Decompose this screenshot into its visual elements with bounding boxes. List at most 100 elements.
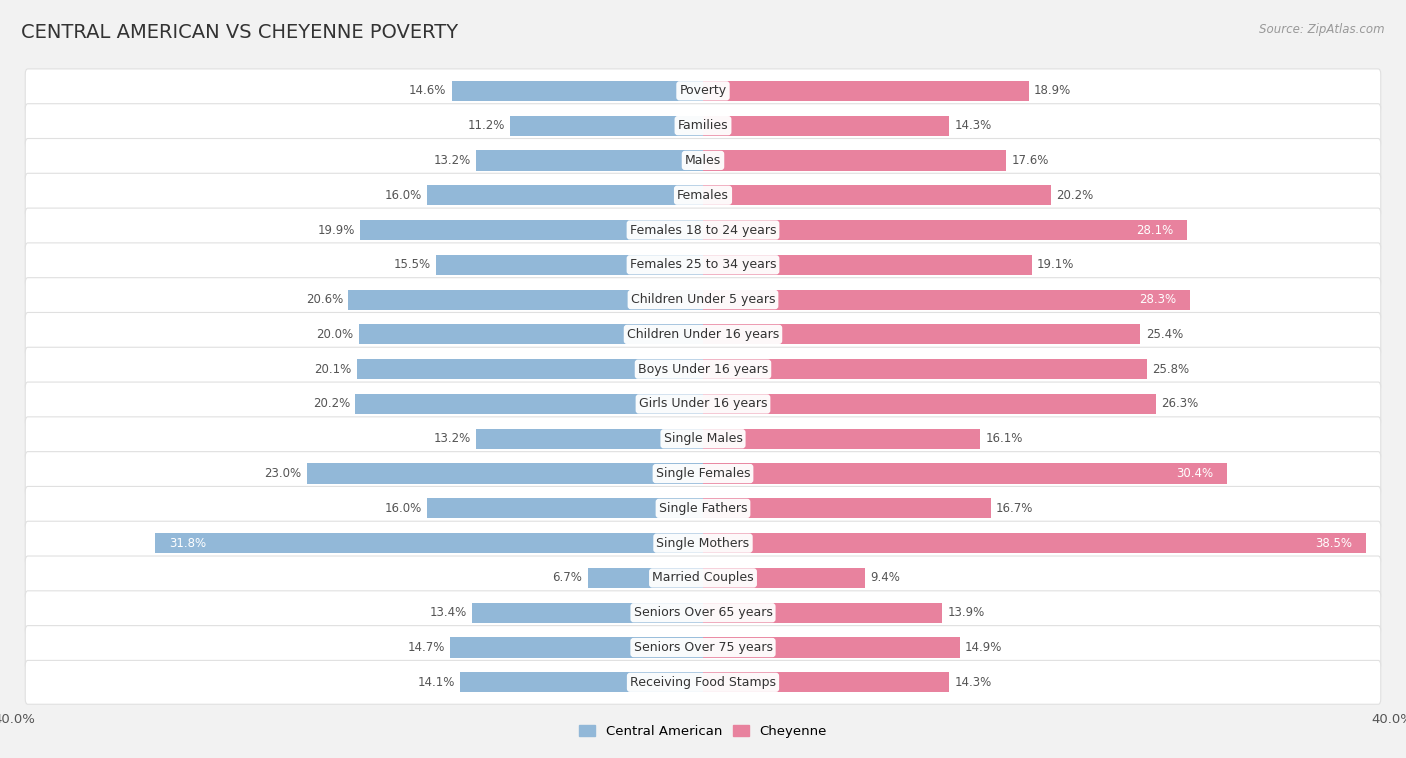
FancyBboxPatch shape: [25, 174, 1381, 217]
Bar: [349, 290, 703, 310]
Text: Males: Males: [685, 154, 721, 167]
FancyBboxPatch shape: [25, 347, 1381, 391]
FancyBboxPatch shape: [25, 590, 1381, 634]
Bar: [357, 359, 703, 379]
Text: 16.0%: 16.0%: [385, 189, 422, 202]
Bar: [703, 463, 1226, 484]
FancyBboxPatch shape: [25, 487, 1381, 531]
Text: 19.1%: 19.1%: [1038, 258, 1074, 271]
Text: 9.4%: 9.4%: [870, 572, 900, 584]
Bar: [703, 220, 1187, 240]
Bar: [307, 463, 703, 484]
Bar: [359, 324, 703, 344]
Bar: [703, 637, 960, 658]
FancyBboxPatch shape: [25, 417, 1381, 461]
FancyBboxPatch shape: [25, 382, 1381, 426]
Bar: [703, 498, 991, 518]
FancyBboxPatch shape: [25, 69, 1381, 113]
Bar: [427, 185, 703, 205]
FancyBboxPatch shape: [25, 312, 1381, 356]
Bar: [450, 637, 703, 658]
Text: Families: Families: [678, 119, 728, 132]
Text: 14.1%: 14.1%: [418, 676, 456, 689]
Bar: [703, 324, 1140, 344]
Text: 28.3%: 28.3%: [1139, 293, 1177, 306]
Text: 14.7%: 14.7%: [408, 641, 444, 654]
Text: 25.8%: 25.8%: [1153, 362, 1189, 376]
Bar: [703, 255, 1032, 275]
Text: Seniors Over 65 years: Seniors Over 65 years: [634, 606, 772, 619]
Text: Seniors Over 75 years: Seniors Over 75 years: [634, 641, 772, 654]
Bar: [475, 150, 703, 171]
Text: 16.0%: 16.0%: [385, 502, 422, 515]
Text: Females 18 to 24 years: Females 18 to 24 years: [630, 224, 776, 236]
Bar: [703, 429, 980, 449]
Text: Single Females: Single Females: [655, 467, 751, 480]
Text: 17.6%: 17.6%: [1011, 154, 1049, 167]
Text: 18.9%: 18.9%: [1033, 84, 1071, 97]
Text: 19.9%: 19.9%: [318, 224, 356, 236]
Text: 14.3%: 14.3%: [955, 676, 991, 689]
Bar: [436, 255, 703, 275]
Text: 16.7%: 16.7%: [995, 502, 1033, 515]
Text: Children Under 16 years: Children Under 16 years: [627, 328, 779, 341]
Text: Source: ZipAtlas.com: Source: ZipAtlas.com: [1260, 23, 1385, 36]
Bar: [703, 394, 1156, 414]
Bar: [703, 290, 1191, 310]
Text: 30.4%: 30.4%: [1175, 467, 1213, 480]
Bar: [703, 568, 865, 588]
Text: 20.2%: 20.2%: [1056, 189, 1094, 202]
Bar: [703, 81, 1029, 101]
Text: 28.1%: 28.1%: [1136, 224, 1173, 236]
Text: 13.2%: 13.2%: [433, 154, 471, 167]
Bar: [475, 429, 703, 449]
Text: 16.1%: 16.1%: [986, 432, 1022, 445]
Text: 6.7%: 6.7%: [553, 572, 582, 584]
Bar: [703, 359, 1147, 379]
FancyBboxPatch shape: [25, 452, 1381, 496]
Text: Boys Under 16 years: Boys Under 16 years: [638, 362, 768, 376]
Bar: [703, 150, 1007, 171]
Text: Poverty: Poverty: [679, 84, 727, 97]
FancyBboxPatch shape: [25, 660, 1381, 704]
FancyBboxPatch shape: [25, 277, 1381, 321]
FancyBboxPatch shape: [25, 625, 1381, 669]
Text: Single Fathers: Single Fathers: [659, 502, 747, 515]
Bar: [360, 220, 703, 240]
Text: 13.9%: 13.9%: [948, 606, 984, 619]
Text: 23.0%: 23.0%: [264, 467, 302, 480]
Text: 14.9%: 14.9%: [965, 641, 1002, 654]
FancyBboxPatch shape: [25, 522, 1381, 565]
Bar: [451, 81, 703, 101]
Text: 13.4%: 13.4%: [430, 606, 467, 619]
FancyBboxPatch shape: [25, 104, 1381, 148]
Text: Single Mothers: Single Mothers: [657, 537, 749, 550]
Text: 20.6%: 20.6%: [305, 293, 343, 306]
Bar: [703, 115, 949, 136]
Bar: [510, 115, 703, 136]
Text: Receiving Food Stamps: Receiving Food Stamps: [630, 676, 776, 689]
Text: 38.5%: 38.5%: [1316, 537, 1353, 550]
Text: Children Under 5 years: Children Under 5 years: [631, 293, 775, 306]
Text: 14.3%: 14.3%: [955, 119, 991, 132]
Text: 14.6%: 14.6%: [409, 84, 446, 97]
Bar: [588, 568, 703, 588]
Bar: [460, 672, 703, 692]
Bar: [356, 394, 703, 414]
Text: CENTRAL AMERICAN VS CHEYENNE POVERTY: CENTRAL AMERICAN VS CHEYENNE POVERTY: [21, 23, 458, 42]
FancyBboxPatch shape: [25, 556, 1381, 600]
Text: Married Couples: Married Couples: [652, 572, 754, 584]
Text: 25.4%: 25.4%: [1146, 328, 1182, 341]
Text: 20.1%: 20.1%: [315, 362, 352, 376]
Bar: [703, 603, 942, 623]
FancyBboxPatch shape: [25, 243, 1381, 287]
Text: 15.5%: 15.5%: [394, 258, 430, 271]
Text: 31.8%: 31.8%: [169, 537, 207, 550]
Text: 11.2%: 11.2%: [468, 119, 505, 132]
Text: Single Males: Single Males: [664, 432, 742, 445]
Bar: [427, 498, 703, 518]
Bar: [155, 533, 703, 553]
Bar: [703, 672, 949, 692]
FancyBboxPatch shape: [25, 139, 1381, 183]
Text: Girls Under 16 years: Girls Under 16 years: [638, 397, 768, 411]
